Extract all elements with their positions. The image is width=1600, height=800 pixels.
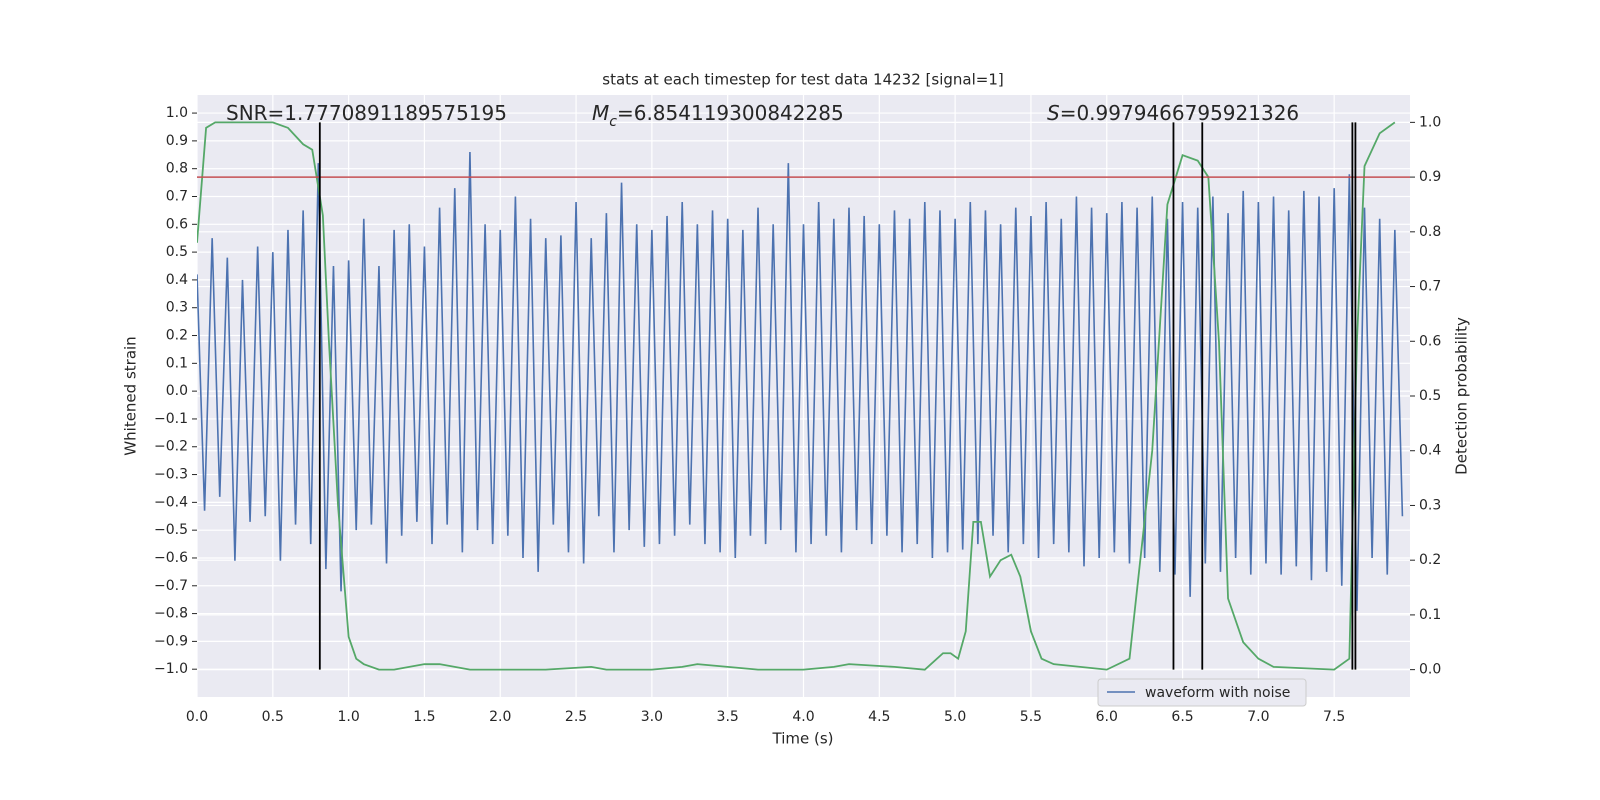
y-tick-label: −0.6 [154,550,188,566]
x-tick-label: 3.5 [717,709,739,725]
annotation-subscript: c [609,114,617,130]
annotation-text: SNR=1.7770891189575195 [226,101,507,125]
legend-label: waveform with noise [1145,685,1290,701]
y2-tick-label: 0.2 [1419,552,1441,568]
y-tick-label: −0.5 [154,522,188,538]
y2-tick-label: 0.9 [1419,169,1441,185]
x-tick-label: 5.5 [1020,709,1042,725]
y2-tick-label: 0.7 [1419,279,1441,295]
y-tick-label: 0.2 [166,328,188,344]
x-tick-label: 6.0 [1096,709,1118,725]
y-tick-label: 0.3 [166,300,188,316]
x-tick-label: 4.5 [868,709,890,725]
x-tick-label: 2.0 [489,709,511,725]
y-tick-label: 0.4 [166,272,188,288]
x-tick-label: 1.0 [337,709,359,725]
annotation-symbol: S [1047,101,1060,125]
y-tick-label: −0.7 [154,578,188,594]
y-tick-label: −0.1 [154,411,188,427]
x-tick-label: 0.5 [262,709,284,725]
y-tick-label: 0.8 [166,161,188,177]
x-tick-label: 7.5 [1323,709,1345,725]
y-tick-label: −0.2 [154,439,188,455]
y-tick-label: −0.9 [154,633,188,649]
x-axis-label: Time (s) [772,730,834,748]
y-tick-label: 0.6 [166,216,188,232]
annotation-text: =6.854119300842285 [617,101,844,125]
y-tick-label: −0.8 [154,606,188,622]
y-axis-label: Whitened strain [122,336,140,455]
y-tick-label: 0.0 [166,383,188,399]
y2-tick-label: 0.4 [1419,443,1441,459]
legend-box [1097,678,1307,707]
y2-tick-label: 0.1 [1419,607,1441,623]
x-tick-label: 1.5 [413,709,435,725]
x-tick-label: 3.0 [641,709,663,725]
x-tick-label: 6.5 [1171,709,1193,725]
y2-tick-label: 0.5 [1419,388,1441,404]
annotation: Mc=6.854119300842285 [592,101,844,131]
chart-title: stats at each timestep for test data 142… [602,71,1003,89]
y-tick-label: 0.7 [166,188,188,204]
x-tick-label: 2.5 [565,709,587,725]
y2-tick-label: 0.3 [1419,497,1441,513]
y2-tick-label: 0.8 [1419,224,1441,240]
annotation: S=0.9979466795921326 [1047,101,1299,125]
x-tick-label: 4.0 [792,709,814,725]
y2-tick-label: 1.0 [1419,114,1441,130]
y-tick-label: −0.4 [154,494,188,510]
annotation-symbol: M [592,101,609,125]
y2-tick-label: 0.0 [1419,662,1441,678]
y-tick-label: 0.9 [166,133,188,149]
y-tick-label: −0.3 [154,467,188,483]
y2-axis-label: Detection probability [1453,317,1471,475]
annotation: SNR=1.7770891189575195 [226,101,507,125]
y-tick-label: 0.1 [166,355,188,371]
y-tick-label: 1.0 [166,105,188,121]
x-tick-label: 7.0 [1247,709,1269,725]
x-tick-label: 0.0 [186,709,208,725]
x-tick-label: 5.0 [944,709,966,725]
y-tick-label: 0.5 [166,244,188,260]
y-tick-label: −1.0 [154,661,188,677]
annotation-text: =0.9979466795921326 [1060,101,1299,125]
line-series [197,121,1396,671]
y2-tick-label: 0.6 [1419,333,1441,349]
